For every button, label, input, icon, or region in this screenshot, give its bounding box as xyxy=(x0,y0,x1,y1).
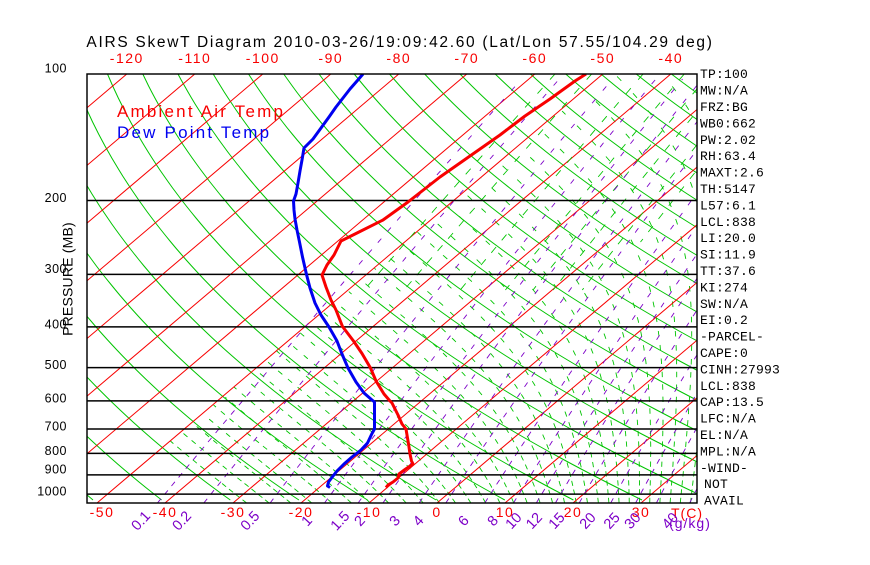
svg-text:30: 30 xyxy=(632,504,651,520)
svg-text:TP:100: TP:100 xyxy=(700,67,748,82)
svg-text:400: 400 xyxy=(45,317,67,331)
svg-text:Ambient Air Temp: Ambient Air Temp xyxy=(117,102,285,121)
svg-text:-80: -80 xyxy=(386,50,411,66)
svg-text:-100: -100 xyxy=(246,50,280,66)
svg-text:Dew Point Temp: Dew Point Temp xyxy=(117,123,271,142)
svg-text:-WIND-: -WIND- xyxy=(700,461,748,476)
svg-text:KI:274: KI:274 xyxy=(700,280,748,295)
svg-text:-50: -50 xyxy=(590,50,615,66)
svg-text:-PARCEL-: -PARCEL- xyxy=(700,330,764,345)
svg-text:SI:11.9: SI:11.9 xyxy=(700,248,756,263)
svg-text:EL:N/A: EL:N/A xyxy=(700,428,748,443)
svg-text:LFC:N/A: LFC:N/A xyxy=(700,412,756,427)
svg-text:-40: -40 xyxy=(658,50,683,66)
svg-text:CAP:13.5: CAP:13.5 xyxy=(700,395,764,410)
svg-text:20: 20 xyxy=(564,504,583,520)
svg-text:L57:6.1: L57:6.1 xyxy=(700,198,756,213)
svg-text:TT:37.6: TT:37.6 xyxy=(700,264,756,279)
svg-text:MPL:N/A: MPL:N/A xyxy=(700,444,756,459)
svg-text:-40: -40 xyxy=(153,504,178,520)
svg-text:T(C): T(C) xyxy=(671,505,703,521)
svg-text:600: 600 xyxy=(45,391,67,405)
svg-text:AVAIL: AVAIL xyxy=(704,494,744,509)
svg-text:200: 200 xyxy=(45,191,67,205)
svg-text:AIRS SkewT Diagram 2010-03-26/: AIRS SkewT Diagram 2010-03-26/19:09:42.6… xyxy=(86,34,713,51)
svg-text:-110: -110 xyxy=(178,50,211,66)
svg-text:(g/kg): (g/kg) xyxy=(669,515,711,531)
svg-text:500: 500 xyxy=(45,358,67,372)
svg-text:TH:5147: TH:5147 xyxy=(700,182,756,197)
svg-text:900: 900 xyxy=(45,462,67,476)
svg-text:PRESSURE (MB): PRESSURE (MB) xyxy=(60,222,76,336)
svg-text:RH:63.4: RH:63.4 xyxy=(700,149,756,164)
svg-text:700: 700 xyxy=(45,420,67,434)
svg-text:-20: -20 xyxy=(289,504,314,520)
svg-text:CINH:27993: CINH:27993 xyxy=(700,362,780,377)
svg-text:EI:0.2: EI:0.2 xyxy=(700,313,748,328)
svg-text:MW:N/A: MW:N/A xyxy=(700,84,748,99)
svg-text:-60: -60 xyxy=(522,50,547,66)
svg-text:LCL:838: LCL:838 xyxy=(700,379,756,394)
svg-text:-10: -10 xyxy=(357,504,382,520)
svg-text:LCL:838: LCL:838 xyxy=(700,215,756,230)
svg-text:LI:20.0: LI:20.0 xyxy=(700,231,756,246)
svg-text:WB0:662: WB0:662 xyxy=(700,116,756,131)
svg-text:-50: -50 xyxy=(90,504,115,520)
svg-text:800: 800 xyxy=(45,444,67,458)
svg-text:CAPE:0: CAPE:0 xyxy=(700,346,748,361)
svg-text:1000: 1000 xyxy=(37,485,67,499)
svg-text:PW:2.02: PW:2.02 xyxy=(700,133,756,148)
svg-text:NOT: NOT xyxy=(704,477,728,492)
svg-text:10: 10 xyxy=(496,504,515,520)
svg-text:-90: -90 xyxy=(318,50,343,66)
svg-text:-70: -70 xyxy=(454,50,479,66)
svg-text:MAXT:2.6: MAXT:2.6 xyxy=(700,166,764,181)
svg-text:300: 300 xyxy=(45,262,67,276)
svg-text:FRZ:BG: FRZ:BG xyxy=(700,100,748,115)
svg-text:-30: -30 xyxy=(221,504,246,520)
svg-text:SW:N/A: SW:N/A xyxy=(700,297,748,312)
svg-text:100: 100 xyxy=(45,62,67,76)
svg-text:-120: -120 xyxy=(110,50,144,66)
svg-text:0: 0 xyxy=(432,504,441,520)
